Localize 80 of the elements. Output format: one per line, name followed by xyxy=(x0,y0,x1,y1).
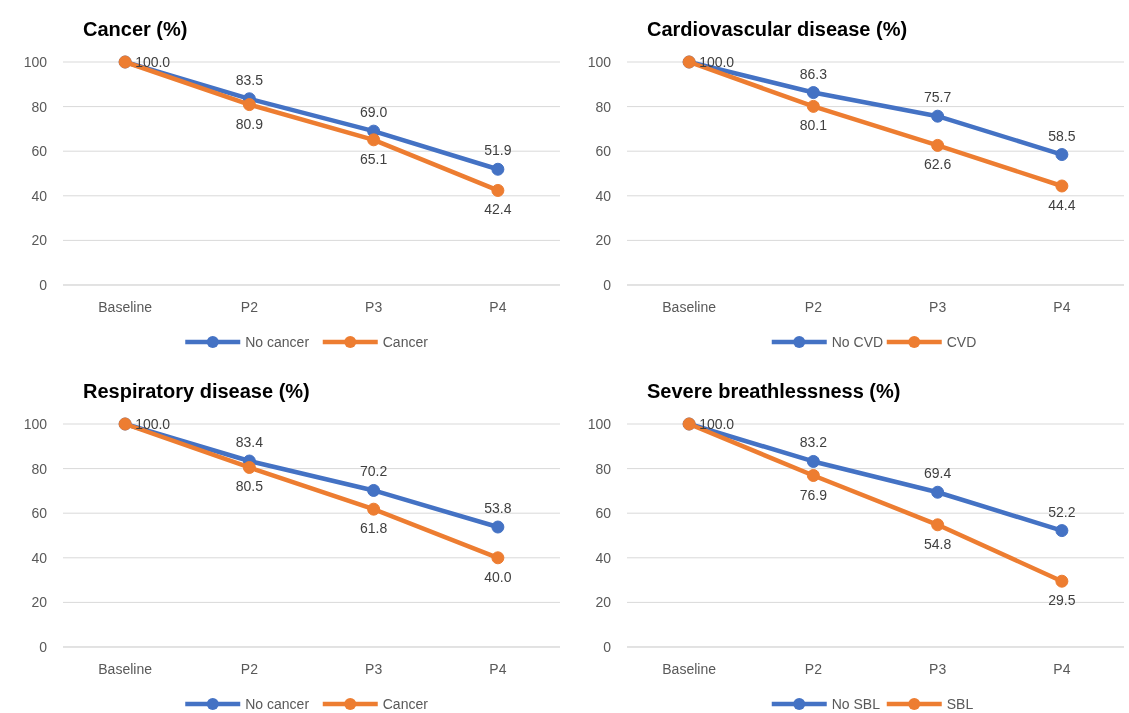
chart-title: Severe breathlessness (%) xyxy=(647,380,901,402)
y-tick-label: 100 xyxy=(587,53,612,70)
x-tick-label: P4 xyxy=(1053,299,1071,315)
y-tick-label: 100 xyxy=(587,415,612,432)
x-tick-label: Baseline xyxy=(98,299,153,315)
data-label: 62.6 xyxy=(924,156,952,173)
x-tick-label: P4 xyxy=(1053,661,1071,677)
y-tick-label: 80 xyxy=(31,98,48,115)
data-label: 51.9 xyxy=(484,142,512,159)
data-label: 61.8 xyxy=(360,520,388,537)
x-tick-label: P3 xyxy=(929,299,947,315)
y-tick-label: 20 xyxy=(31,232,48,249)
chart-title: Cardiovascular disease (%) xyxy=(647,18,908,40)
data-label: 29.5 xyxy=(1048,592,1076,609)
x-tick-label: Baseline xyxy=(662,299,717,315)
data-label: 54.8 xyxy=(924,535,952,552)
x-tick-label: P4 xyxy=(489,661,507,677)
data-label: 75.7 xyxy=(924,89,952,106)
x-tick-label: P2 xyxy=(804,661,823,677)
data-label: 100.0 xyxy=(135,53,171,70)
y-tick-label: 0 xyxy=(603,638,612,655)
y-tick-label: 60 xyxy=(595,143,612,160)
legend-label: No cancer xyxy=(245,695,310,712)
y-tick-label: 100 xyxy=(23,415,48,432)
y-tick-label: 0 xyxy=(39,638,48,655)
data-label: 83.5 xyxy=(235,71,264,88)
data-label: 80.1 xyxy=(799,117,828,134)
legend-label: CVD xyxy=(946,333,977,350)
x-tick-label: P3 xyxy=(929,661,947,677)
x-tick-label: Baseline xyxy=(98,661,153,677)
data-label: 80.5 xyxy=(235,478,264,495)
data-label: 100.0 xyxy=(699,415,735,432)
data-label: 80.9 xyxy=(235,115,264,132)
y-tick-label: 0 xyxy=(603,276,612,293)
chart-title: Cancer (%) xyxy=(83,18,188,40)
legend-label: No SBL xyxy=(831,695,881,712)
y-tick-label: 80 xyxy=(31,460,48,477)
y-tick-label: 20 xyxy=(31,594,48,611)
x-tick-label: Baseline xyxy=(662,661,717,677)
data-label: 69.4 xyxy=(924,465,952,482)
legend-label: SBL xyxy=(946,695,974,712)
legend-label: Cancer xyxy=(382,333,429,350)
y-tick-label: 40 xyxy=(31,187,48,204)
data-label: 86.3 xyxy=(799,65,828,82)
legend-label: No cancer xyxy=(245,333,310,350)
y-tick-label: 40 xyxy=(31,549,48,566)
data-label: 100.0 xyxy=(699,53,735,70)
x-tick-label: P2 xyxy=(240,299,259,315)
data-label: 100.0 xyxy=(135,415,171,432)
y-tick-label: 20 xyxy=(595,232,612,249)
x-tick-label: P3 xyxy=(365,299,383,315)
x-tick-label: P4 xyxy=(489,299,507,315)
data-label: 76.9 xyxy=(799,486,828,503)
y-tick-label: 60 xyxy=(595,505,612,522)
data-label: 65.1 xyxy=(360,150,388,167)
data-label: 40.0 xyxy=(484,568,512,585)
x-tick-label: P2 xyxy=(240,661,259,677)
y-tick-label: 40 xyxy=(595,549,612,566)
y-tick-label: 80 xyxy=(595,98,612,115)
data-label: 83.2 xyxy=(799,434,828,451)
data-label: 70.2 xyxy=(360,463,388,480)
x-tick-label: P2 xyxy=(804,299,823,315)
data-label: 69.0 xyxy=(360,104,388,121)
data-label: 83.4 xyxy=(235,434,264,451)
y-tick-label: 80 xyxy=(595,460,612,477)
data-label: 42.4 xyxy=(484,201,512,218)
y-tick-label: 60 xyxy=(31,143,48,160)
y-tick-label: 40 xyxy=(595,187,612,204)
chart-title: Respiratory disease (%) xyxy=(83,380,310,402)
y-tick-label: 100 xyxy=(23,53,48,70)
y-tick-label: 0 xyxy=(39,276,48,293)
y-tick-label: 60 xyxy=(31,505,48,522)
data-label: 58.5 xyxy=(1048,127,1076,144)
data-label: 52.2 xyxy=(1048,503,1076,520)
legend-label: No CVD xyxy=(831,333,884,350)
data-label: 53.8 xyxy=(484,500,512,517)
x-tick-label: P3 xyxy=(365,661,383,677)
data-label: 44.4 xyxy=(1048,196,1076,213)
legend-label: Cancer xyxy=(382,695,429,712)
y-tick-label: 20 xyxy=(595,594,612,611)
